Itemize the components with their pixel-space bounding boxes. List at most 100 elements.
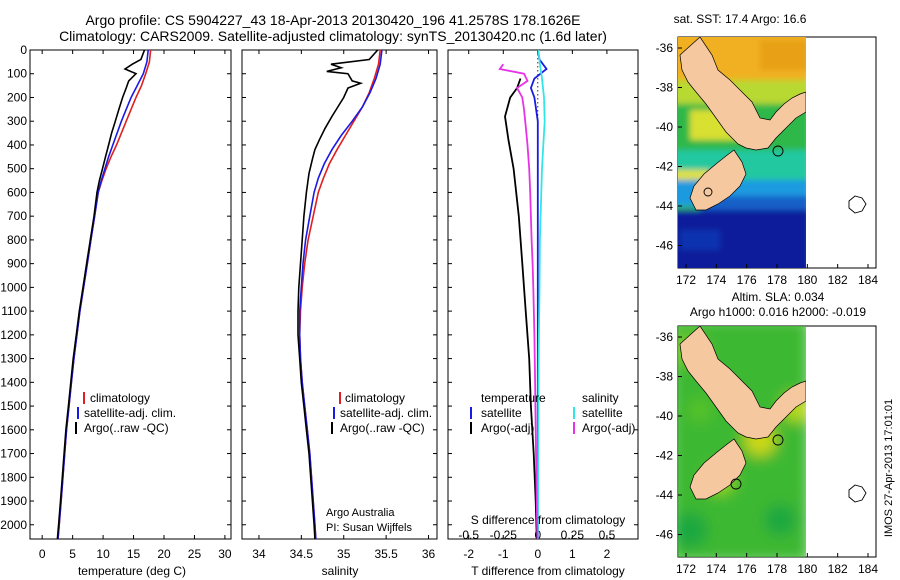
- map-x-tick-label: 174: [706, 273, 726, 287]
- sla-map-axes: 172 174 176 178 180 182 184 -36 -38 -40 -42 -44 -46: [656, 330, 879, 576]
- difference-panel: -2 -1 0 1 2-0.5 -0.25 0 0.25 0.5 S difference fr…: [447, 49, 639, 578]
- y-tick-label: 1800: [0, 470, 27, 484]
- map-x-tick-label: 184: [858, 273, 878, 287]
- y-tick-label: 2000: [0, 518, 27, 532]
- temperature-profile-panel: 0100200300400500600700800900100011001200…: [0, 43, 232, 578]
- series-salinity-satellite: [536, 50, 546, 539]
- map-x-tick-label: 182: [828, 273, 848, 287]
- y-tick-label: 300: [7, 114, 27, 128]
- depth-axis: 0 100 200 300 400 500 600 700 800 900 1000 1100 1200…: [0, 43, 231, 532]
- difference-lines: [498, 50, 548, 539]
- legend-label-s-satellite: satellite: [582, 406, 623, 420]
- salinity-legend: climatology satellite-adj. clim. Argo(..…: [331, 391, 432, 435]
- legend-label-climatology: climatology: [90, 391, 150, 405]
- salinity-lines: [297, 50, 383, 539]
- reference-marker: [703, 187, 713, 197]
- s-tick-label: 0.5: [599, 528, 616, 542]
- temperature-lines: [56, 50, 152, 539]
- sst-field: [678, 37, 806, 268]
- salinity-xlabel: salinity: [322, 564, 359, 578]
- map-x-tick-label: 178: [767, 562, 787, 576]
- s-difference-label: S difference from climatology: [471, 513, 626, 527]
- x-tick-label: 0: [39, 547, 46, 561]
- sst-map-title: sat. SST: 17.4 Argo: 16.6: [674, 12, 807, 26]
- legend-label-climatology: climatology: [345, 391, 405, 405]
- y-tick-label: 1300: [0, 352, 27, 366]
- map-y-tick-label: -46: [656, 528, 674, 542]
- x-tick-label: 0: [534, 547, 541, 561]
- series-argo-raw-qc-: [56, 50, 146, 539]
- temperature-axes-frame: [29, 49, 232, 540]
- salinity-depth-ticks: [242, 49, 437, 526]
- map-y-tick-label: -38: [656, 81, 674, 95]
- sla-map-title-line2: Argo h1000: 0.016 h2000: -0.019: [690, 305, 866, 319]
- legend-label-satellite: satellite-adj. clim.: [340, 406, 432, 420]
- difference-depth-ticks: [448, 49, 638, 526]
- series-temperature-satellite: [529, 50, 548, 539]
- x-tick-label: 36: [422, 547, 436, 561]
- legend-label-s-argo: Argo(-adj): [582, 421, 635, 435]
- map-x-tick-label: 184: [858, 562, 878, 576]
- map-y-tick-label: -38: [656, 370, 674, 384]
- y-tick-label: 700: [7, 209, 27, 223]
- series-satellite-adj-clim-: [298, 50, 383, 539]
- temperature-legend: climatology satellite-adj. clim. Argo(..…: [75, 391, 176, 435]
- x-tick-label: 15: [127, 547, 141, 561]
- y-tick-label: 1200: [0, 328, 27, 342]
- credit-line1: Argo Australia: [326, 507, 395, 519]
- difference-axes-frame: [447, 49, 639, 540]
- legend-label-t-satellite: satellite: [481, 406, 522, 420]
- map-x-tick-label: 182: [828, 562, 848, 576]
- sla-map: Altim. SLA: 0.034 Argo h1000: 0.016 h200…: [656, 290, 879, 576]
- y-tick-label: 1900: [0, 494, 27, 508]
- y-tick-label: 400: [7, 138, 27, 152]
- sst-map-axes: 172 174 176 178 180 182 184 -36 -38 -40 -42 -44 -46: [656, 41, 879, 287]
- map-x-tick-label: 174: [706, 562, 726, 576]
- s-tick-label: -0.25: [490, 528, 518, 542]
- x-tick-label: 34.5: [290, 547, 314, 561]
- x-tick-label: -2: [463, 547, 474, 561]
- temperature-axis: 0 5 10 15 20 25 30: [39, 50, 232, 561]
- difference-axis: -2 -1 0 1 2-0.5 -0.25 0 0.25 0.5: [458, 50, 616, 561]
- imos-timestamp: IMOS 27-Apr-2013 17:01:01: [883, 399, 895, 537]
- salinity-profile-panel: 34 34.5 35 35.5 36 salinity climatology sate…: [241, 49, 438, 578]
- x-tick-label: 1: [569, 547, 576, 561]
- y-tick-label: 0: [20, 43, 27, 57]
- south-island-land: [689, 149, 747, 211]
- s-tick-label: 0.25: [561, 528, 585, 542]
- s-tick-label: -0.5: [458, 528, 479, 542]
- figure-title-line2: Climatology: CARS2009. Satellite-adjuste…: [59, 28, 607, 44]
- series-salinity-argo-adj-: [498, 63, 539, 539]
- map-y-tick-label: -40: [656, 409, 674, 423]
- chatham-islands: [848, 195, 867, 214]
- argo-position-marker: [772, 145, 784, 157]
- map-x-tick-label: 172: [676, 273, 696, 287]
- map-y-tick-label: -46: [656, 239, 674, 253]
- y-tick-label: 100: [7, 67, 27, 81]
- series-temperature-argo-adj-: [504, 78, 538, 539]
- map-x-tick-label: 178: [767, 273, 787, 287]
- y-tick-label: 500: [7, 162, 27, 176]
- map-x-tick-label: 176: [737, 273, 757, 287]
- y-tick-label: 200: [7, 90, 27, 104]
- y-tick-label: 1100: [1, 304, 27, 318]
- x-tick-label: 35.5: [374, 547, 398, 561]
- x-tick-label: 35: [337, 547, 351, 561]
- x-tick-label: 25: [188, 547, 202, 561]
- figure-title-line1: Argo profile: CS 5904227_43 18-Apr-2013 …: [85, 12, 580, 28]
- north-island-land: [679, 37, 806, 151]
- chatham-islands: [848, 484, 867, 503]
- sst-map: sat. SST: 17.4 Argo: 16.6 172 174 17: [656, 12, 879, 287]
- map-x-tick-label: 180: [797, 562, 817, 576]
- temperature-xlabel: temperature (deg C): [78, 564, 186, 578]
- y-tick-label: 900: [7, 257, 27, 271]
- y-tick-label: 1700: [0, 447, 27, 461]
- sla-map-title-line1: Altim. SLA: 0.034: [732, 290, 825, 304]
- y-tick-label: 1400: [0, 375, 27, 389]
- map-x-tick-label: 176: [737, 562, 757, 576]
- t-difference-label: T difference from climatology: [471, 564, 625, 578]
- map-y-tick-label: -42: [656, 449, 674, 463]
- map-y-tick-label: -36: [656, 41, 674, 55]
- x-tick-label: 20: [157, 547, 171, 561]
